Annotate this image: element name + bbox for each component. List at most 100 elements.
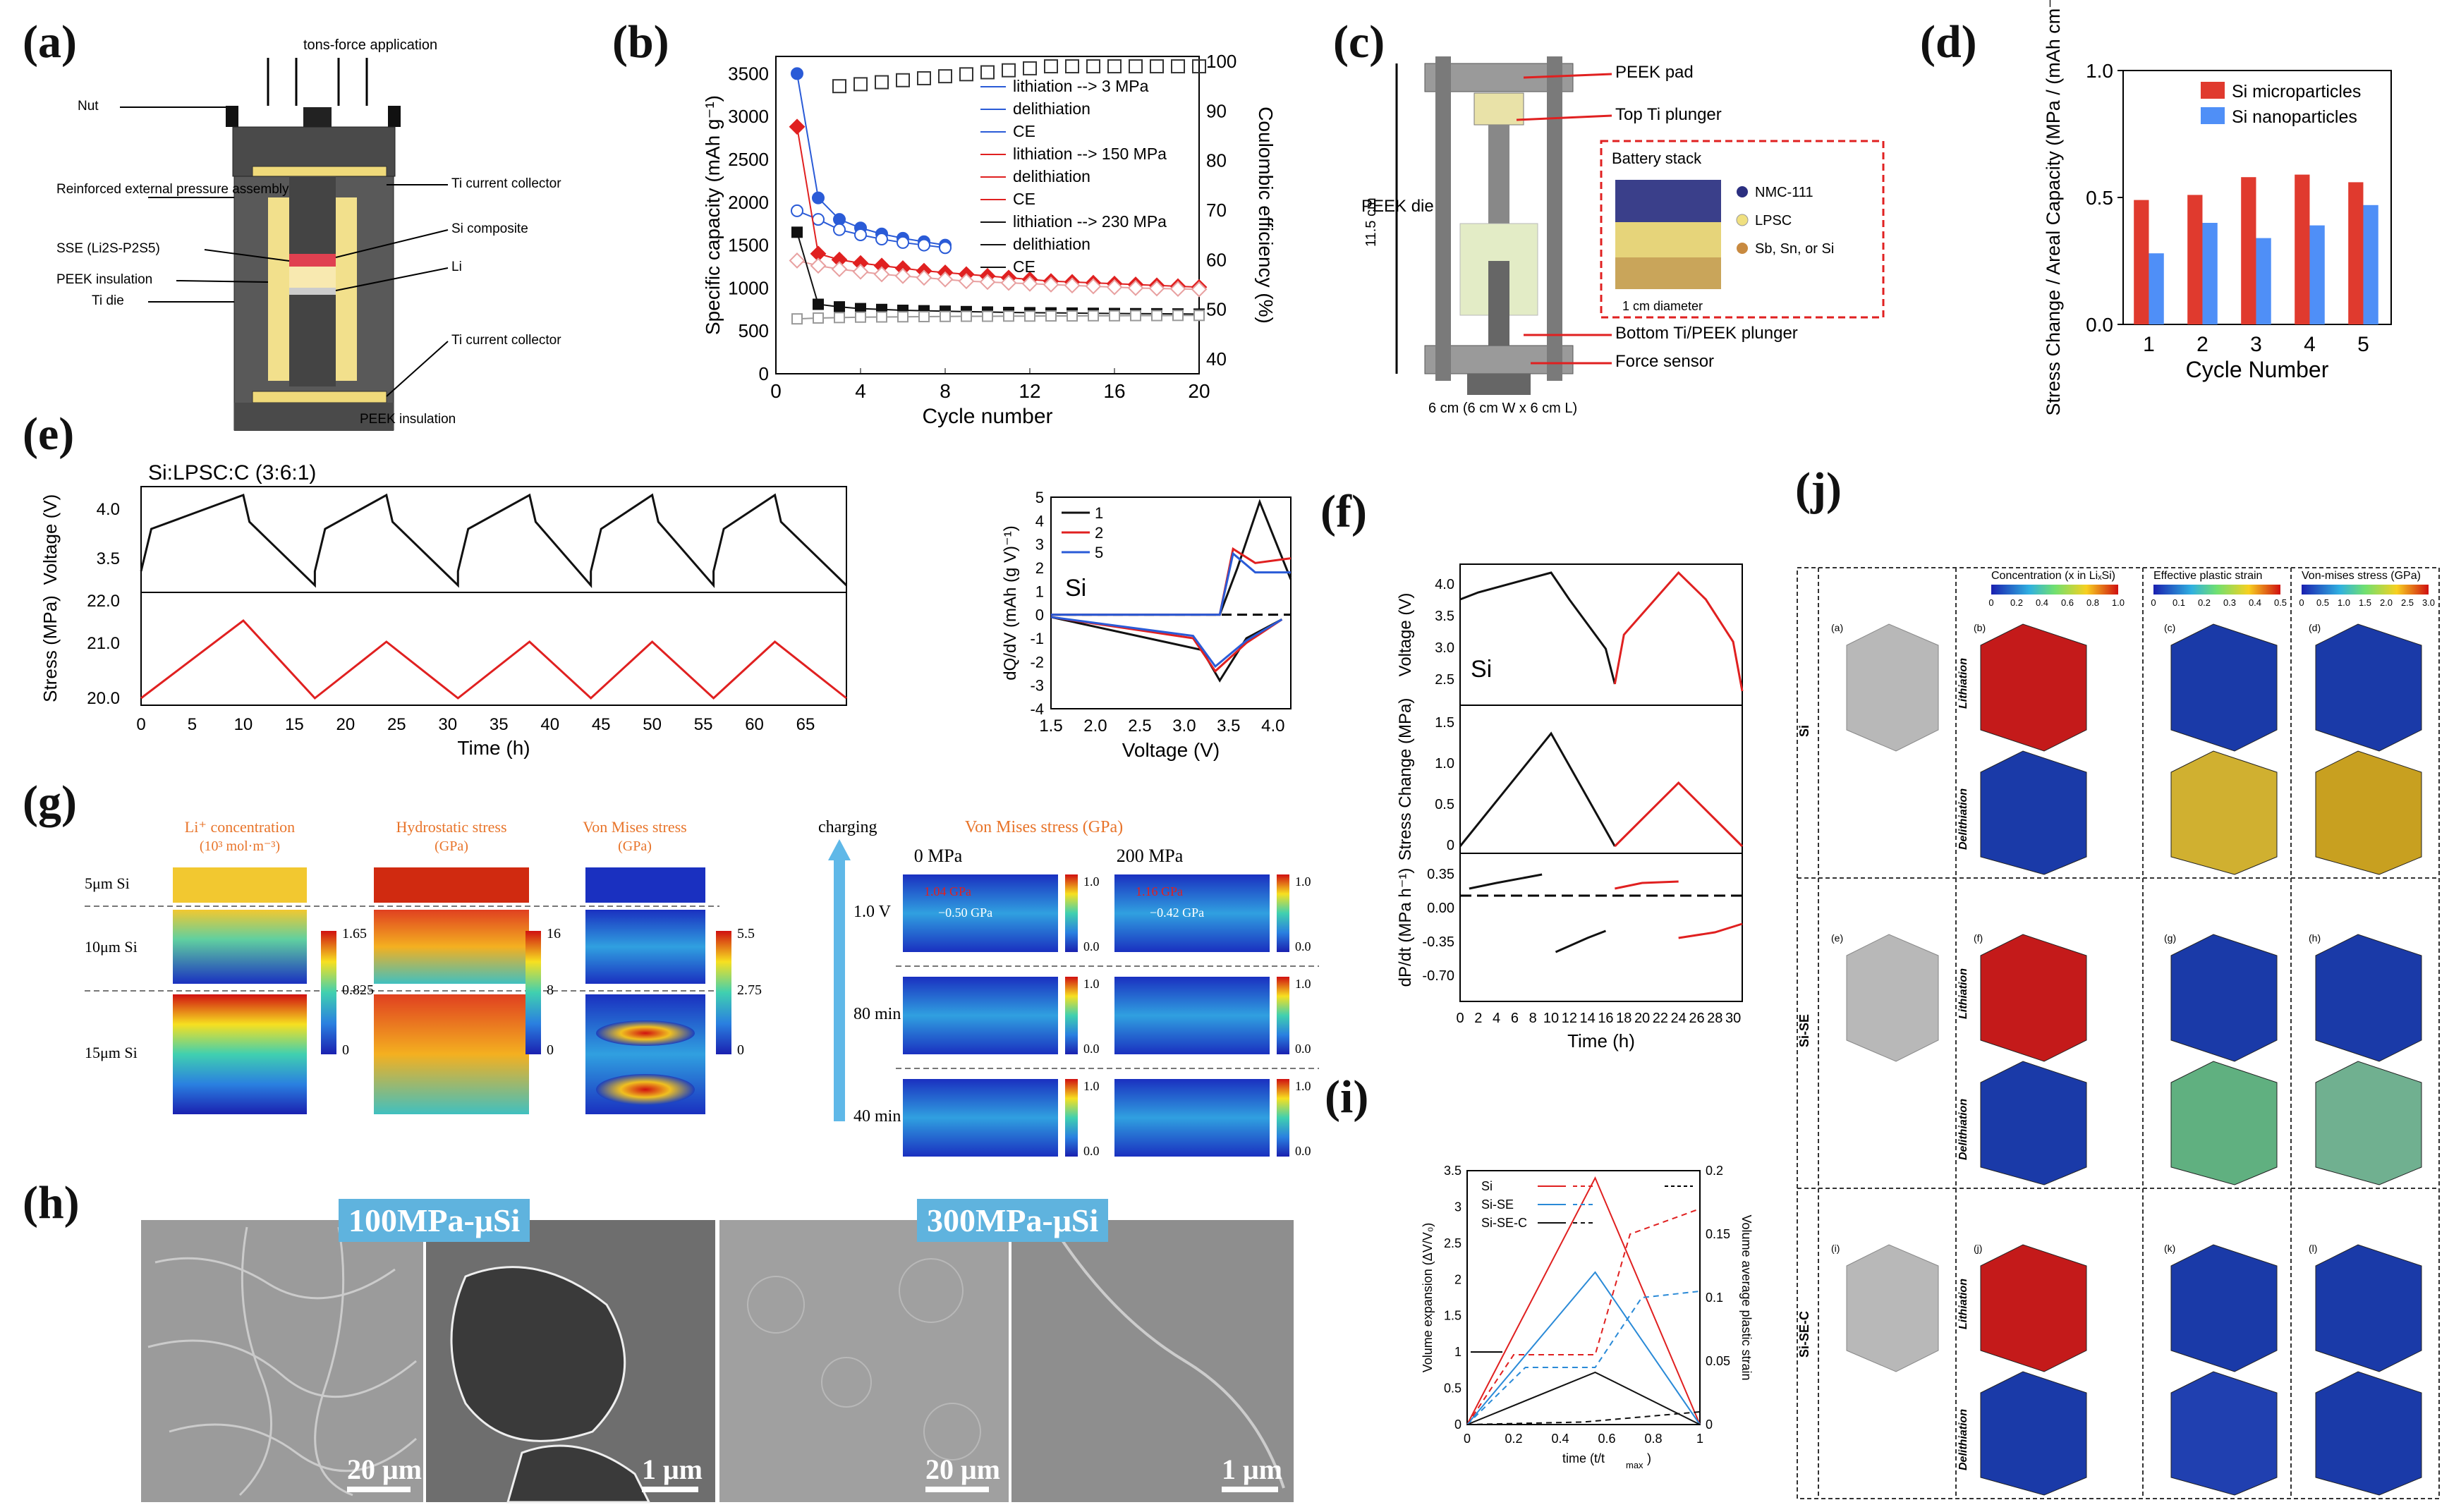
data-point (1043, 276, 1059, 293)
a-right-label: Ti current collector (451, 176, 561, 191)
ce-point (832, 79, 846, 94)
y-tick-label: 3 (1035, 536, 1044, 554)
data-point (812, 213, 825, 226)
j-cube-lithiation (2315, 623, 2422, 752)
data-point (875, 233, 888, 246)
data-point (834, 312, 845, 324)
s-tick: 21.0 (87, 634, 120, 653)
map-vm-10 (585, 910, 705, 984)
y-tick-label: 3000 (728, 106, 769, 127)
bottom-plate (234, 403, 394, 431)
sem-tag-300: 300MPa-μSi (917, 1199, 1109, 1242)
force-sensor (1467, 374, 1531, 395)
y2-tick-label: 0.2 (1706, 1164, 1723, 1178)
j-cube-lithiation (2315, 934, 2422, 1062)
lower-plunger (289, 295, 336, 386)
charging-arrow-icon (828, 839, 851, 1121)
s-tick: 20.0 (87, 689, 120, 708)
bottom-collector (252, 391, 387, 403)
j-cb-tick: 0 (1988, 597, 1993, 608)
g-header: (10³ mol·m⁻³) (200, 839, 280, 854)
legend-label: Si-SE (1481, 1197, 1514, 1212)
data-point (1085, 278, 1102, 295)
data-point (791, 226, 803, 238)
y-tick-label: 3.5 (1444, 1164, 1462, 1178)
j-cb-tick: 0.4 (2036, 597, 2048, 608)
vm-colorbar (1277, 874, 1289, 952)
colorbar-label: 16 (547, 926, 561, 941)
y2-axis-label: Coulombic efficiency (%) (1255, 106, 1277, 324)
x-tick-label: 25 (387, 715, 406, 734)
data-point (979, 274, 996, 291)
x-tick-label: 20 (1188, 380, 1210, 402)
anode-icon (1737, 243, 1748, 254)
j-sub: (g) (2164, 932, 2176, 944)
a-left-label: Reinforced external pressure assembly (56, 182, 289, 197)
c-stack-legend: NMC-111 (1755, 185, 1813, 200)
data-point (1106, 279, 1123, 295)
vm-map (1114, 977, 1270, 1054)
y-tick-label: -3 (1030, 677, 1044, 695)
x-tick-label: 40 (540, 715, 559, 734)
ce-point (938, 69, 952, 84)
data-point (1169, 281, 1186, 298)
data-point (791, 204, 803, 217)
plastic-strain-line (1466, 1291, 1701, 1425)
g-header: (GPa) (435, 839, 468, 854)
map-conc-10 (173, 910, 307, 984)
c-label: PEEK pad (1615, 63, 1694, 82)
a-left-label: PEEK insulation (56, 272, 152, 287)
g-row-label: 10μm Si (85, 938, 138, 956)
s-tick: 0.5 (1435, 797, 1454, 812)
j-header: Von-mises stress (GPa) (2302, 570, 2421, 582)
g-row-label: 15μm Si (85, 1044, 138, 1061)
j-cube-grey (1846, 1244, 1939, 1372)
j-cube-delithiation (2170, 1371, 2278, 1496)
bar-nanoparticles (2149, 253, 2164, 324)
j-sub: (b) (1974, 622, 1986, 633)
a-right-label: Si composite (451, 221, 528, 236)
x-tick-label: 14 (1580, 1011, 1596, 1026)
data-point (894, 267, 911, 284)
series-line (1466, 1176, 1701, 1425)
vm-map (1114, 874, 1270, 952)
x-tick-label: 3.5 (1217, 717, 1240, 736)
cb-tick: 1.0 (1083, 1079, 1100, 1093)
data-point (873, 266, 890, 283)
x-tick-label: 0.6 (1598, 1432, 1615, 1446)
ce-point (1171, 59, 1185, 74)
legend-label: Si microparticles (2232, 82, 2361, 102)
y-tick-label: 1.0 (2086, 60, 2113, 82)
colorbar-label: 0.825 (342, 982, 374, 998)
legend-label: 2 (1095, 524, 1103, 542)
c-height: 11.5 cm (1363, 197, 1379, 247)
x-tick-label: 2.5 (1128, 717, 1151, 736)
ce-point (1129, 59, 1143, 74)
j-state-label: Delithiation (1957, 1099, 1969, 1160)
data-point (1127, 279, 1144, 296)
y-tick-label: 0.5 (2086, 187, 2113, 209)
e-title: Si:LPSC:C (3:6:1) (148, 461, 316, 484)
x-tick-label: 3 (2250, 333, 2262, 356)
j-cube-delithiation (1980, 1371, 2087, 1496)
x-tick-label: 5 (2357, 333, 2369, 356)
top-plunger (1488, 125, 1509, 224)
colorbar-label: 5.5 (737, 926, 755, 941)
stress-frame (140, 592, 847, 706)
c-label: Top Ti plunger (1615, 105, 1722, 124)
voltage-frame (140, 486, 847, 593)
data-point (1151, 310, 1162, 322)
y-tick-label: 0 (1035, 606, 1044, 624)
y-axis-label: Specific capacity (mAh g⁻¹) (702, 95, 724, 335)
stress-red (1614, 781, 1744, 848)
x-tick-label: 12 (1562, 1011, 1577, 1026)
data-point (961, 310, 972, 322)
cb-tick: 0.0 (1083, 1144, 1100, 1158)
j-sub: (d) (2309, 622, 2321, 633)
y2-tick-label: 50 (1206, 299, 1227, 320)
rate-black (1469, 873, 1543, 890)
j-sub: (a) (1831, 622, 1843, 633)
x-axis-label: Time (h) (1567, 1030, 1635, 1051)
data-point (831, 261, 848, 278)
legend-label: CE (1013, 190, 1035, 208)
